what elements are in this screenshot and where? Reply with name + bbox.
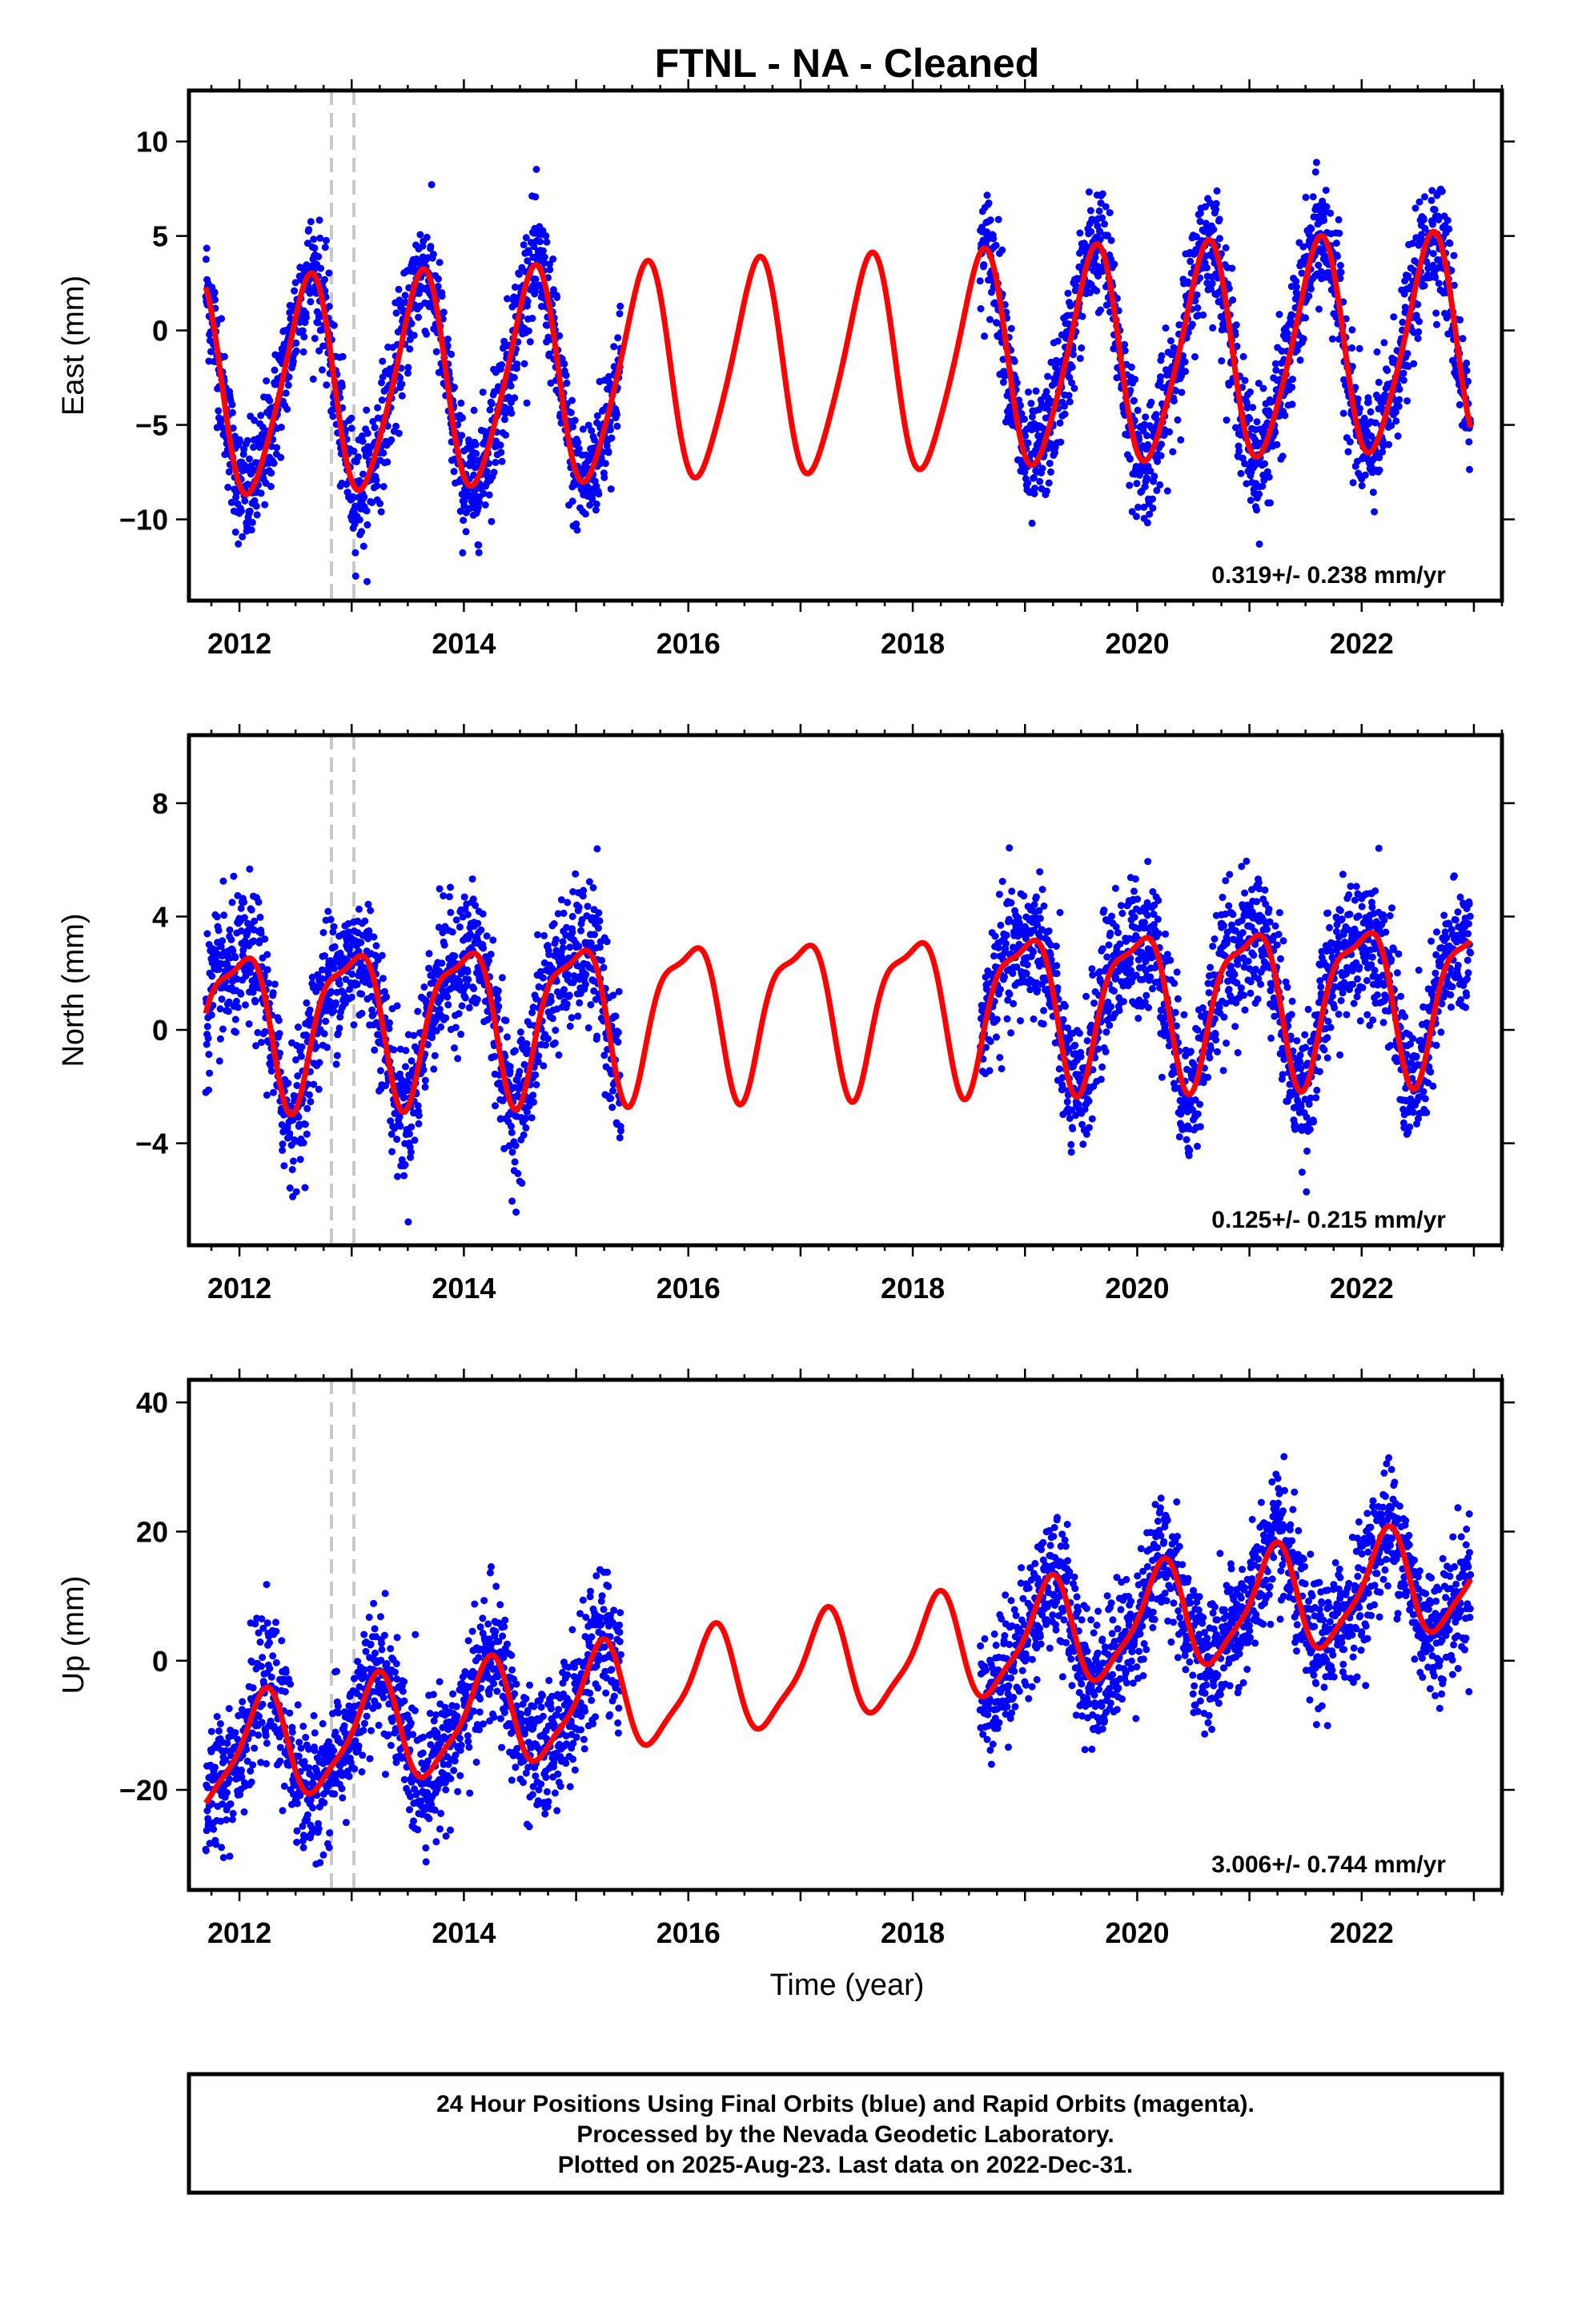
- y-axis-label: Up (mm): [57, 1576, 90, 1695]
- y-tick-label: 0: [152, 315, 168, 348]
- footer-box: [187, 2072, 1504, 2195]
- x-tick-label: 2014: [432, 1272, 496, 1305]
- y-tick-label: −20: [119, 1774, 168, 1807]
- y-tick-label: 5: [152, 220, 168, 253]
- y-tick-label: 4: [152, 900, 168, 933]
- x-tick-label: 2012: [207, 1272, 271, 1305]
- plot-frame: [187, 1377, 1504, 1892]
- panel-3: 2012 2014 2016 2018 2020 2022 −20 0 20 40 Up (mm) 3…: [57, 1369, 1515, 1949]
- rate-annotation: 0.125+/- 0.215 mm/yr: [1211, 1207, 1446, 1233]
- y-tick-label: 0: [152, 1014, 168, 1047]
- y-tick-label: 0: [152, 1645, 168, 1678]
- plot-area: [202, 1380, 1475, 1890]
- plot-frame: [187, 88, 1504, 603]
- scatter-points-east: [202, 159, 1475, 585]
- x-tick-label: 2020: [1105, 627, 1169, 660]
- y-tick-label: 20: [136, 1515, 168, 1548]
- x-tick-label: 2020: [1105, 1916, 1169, 1949]
- x-tick-label: 2016: [656, 1916, 721, 1949]
- scatter-points-north: [202, 844, 1475, 1226]
- model-curve: [203, 228, 1474, 497]
- rate-annotation: 3.006+/- 0.744 mm/yr: [1211, 1852, 1446, 1878]
- x-tick-label: 2014: [432, 627, 496, 660]
- x-tick-label: 2016: [656, 1272, 721, 1305]
- y-tick-label: 40: [136, 1386, 168, 1419]
- plot-area: [202, 90, 1475, 601]
- x-tick-label: 2014: [432, 1916, 496, 1949]
- x-tick-label: 2018: [881, 627, 945, 660]
- x-tick-label: 2018: [881, 1272, 945, 1305]
- x-tick-label: 2018: [881, 1916, 945, 1949]
- chart-title: FTNL - NA - Cleaned: [655, 41, 1040, 86]
- x-tick-label: 2012: [207, 627, 271, 660]
- y-tick-label: −10: [119, 504, 168, 537]
- x-tick-label: 2020: [1105, 1272, 1169, 1305]
- panels: 2012 2014 2016 2018 2020 2022 −10 −5 0 5 10 East (m…: [57, 79, 1515, 1949]
- plot-area: [202, 735, 1475, 1245]
- rate-annotation: 0.319+/- 0.238 mm/yr: [1211, 562, 1446, 589]
- y-axis-label: North (mm): [57, 913, 90, 1067]
- x-tick-label: 2022: [1330, 1272, 1394, 1305]
- model-curve: [203, 1523, 1473, 1805]
- footer-line-1: 24 Hour Positions Using Final Orbits (bl…: [436, 2091, 1255, 2117]
- footer-line-2: Processed by the Nevada Geodetic Laborat…: [576, 2121, 1114, 2148]
- x-tick-label: 2016: [656, 627, 721, 660]
- plot-frame: [187, 733, 1504, 1248]
- y-tick-label: −5: [135, 409, 168, 442]
- x-tick-label: 2022: [1330, 627, 1394, 660]
- y-tick-label: 10: [136, 126, 168, 159]
- x-tick-label: 2012: [207, 1916, 271, 1949]
- model-curve: [203, 930, 1473, 1118]
- y-tick-label: −4: [135, 1128, 168, 1160]
- x-axis-label: Time (year): [770, 1968, 925, 2002]
- panel-2: 2012 2014 2016 2018 2020 2022 −4 0 4 8 North (mm) 0…: [57, 724, 1515, 1305]
- y-tick-label: 8: [152, 787, 168, 820]
- x-tick-label: 2022: [1330, 1916, 1394, 1949]
- panel-1: 2012 2014 2016 2018 2020 2022 −10 −5 0 5 10 East (m…: [57, 79, 1515, 660]
- footer-line-3: Plotted on 2025-Aug-23. Last data on 202…: [558, 2152, 1134, 2178]
- scatter-points-up: [202, 1453, 1475, 1868]
- y-axis-label: East (mm): [57, 275, 90, 416]
